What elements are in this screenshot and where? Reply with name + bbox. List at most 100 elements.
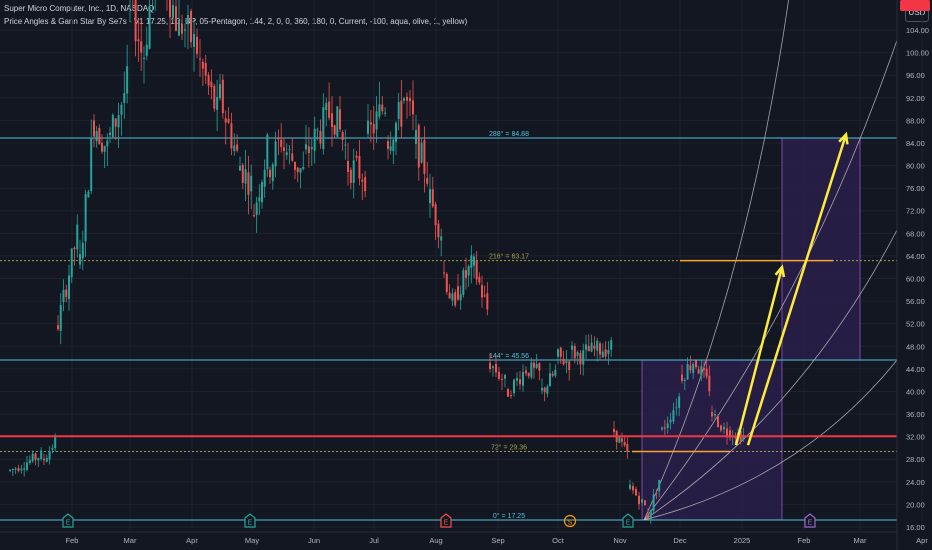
gann-fan-line <box>643 39 898 521</box>
candle-body <box>473 256 475 266</box>
angle-level-label: 288° = 84.88 <box>489 130 529 138</box>
candle-body <box>409 98 411 102</box>
price-tick-label: 36.00 <box>906 410 925 419</box>
candle-body <box>244 169 247 184</box>
candle-body <box>299 168 302 173</box>
candle-body <box>658 479 661 492</box>
projection-box <box>781 137 861 361</box>
candle-body <box>288 149 291 151</box>
candle-body <box>492 366 494 368</box>
price-tick-label: 84.00 <box>906 139 925 148</box>
marker-label: S <box>568 520 573 527</box>
candle-body <box>196 36 198 54</box>
candle-body <box>689 365 692 371</box>
time-tick-label: Sep <box>491 536 504 545</box>
candle-body <box>31 453 34 462</box>
marker-label: E <box>808 520 813 527</box>
candle-body <box>137 39 140 42</box>
candle-body <box>296 167 299 173</box>
candle-body <box>635 489 637 496</box>
marker-label: E <box>444 520 449 527</box>
candle-body <box>565 361 568 363</box>
candle-body <box>729 430 731 438</box>
candle-body <box>221 79 224 114</box>
price-tick-label: 88.00 <box>906 116 925 125</box>
candle-body <box>40 450 43 460</box>
candle-body <box>669 419 672 423</box>
candle-body <box>703 367 705 370</box>
candle-body <box>431 189 434 207</box>
candle-body <box>34 453 37 460</box>
candle-body <box>106 140 109 147</box>
earnings-marker[interactable]: E <box>440 513 452 528</box>
candle-body <box>134 0 137 42</box>
candle-body <box>451 293 454 301</box>
candle-body <box>95 131 98 142</box>
candle-body <box>57 325 59 330</box>
candle-body <box>316 129 319 131</box>
candle-body <box>443 272 445 274</box>
angle-level-label: 72° = 29.36 <box>491 444 527 452</box>
candle-body <box>397 102 400 119</box>
candle-body <box>277 137 280 140</box>
candle-body <box>604 349 607 357</box>
candle-body <box>76 224 79 250</box>
price-tick-label: 100.00 <box>906 49 929 58</box>
projection-box <box>641 359 783 521</box>
candle-body <box>705 368 708 377</box>
candle-body <box>501 378 503 380</box>
candle-body <box>459 294 462 301</box>
candle-body <box>582 350 585 365</box>
candle-body <box>513 379 515 394</box>
price-tick-label: 20.00 <box>906 500 925 509</box>
earnings-marker[interactable]: E <box>62 513 74 528</box>
candle-body <box>406 96 408 101</box>
candle-body <box>120 104 123 115</box>
candle-body <box>559 347 562 357</box>
candle-body <box>199 58 201 60</box>
projection-arrow <box>746 134 848 446</box>
candle-body <box>241 164 244 183</box>
candle-body <box>649 509 652 520</box>
candle-body <box>269 169 271 178</box>
marker-shape <box>622 513 634 528</box>
indicator-title[interactable]: Price Angles & Gann Star By Se7s - V1 17… <box>4 17 468 26</box>
candle-body <box>344 144 347 146</box>
earnings-marker[interactable]: E <box>804 513 816 528</box>
earnings-marker[interactable]: E <box>622 513 634 528</box>
candle-body <box>51 447 54 450</box>
candle-body <box>440 236 443 241</box>
price-tick-label: 28.00 <box>906 455 925 464</box>
candle-body <box>498 371 500 379</box>
marker-label: E <box>248 520 253 527</box>
candle-body <box>98 127 101 145</box>
candle-body <box>291 153 294 161</box>
candle-body <box>378 104 381 117</box>
candle-body <box>54 436 57 449</box>
gann-fan-line <box>643 359 898 521</box>
candle-body <box>483 295 486 297</box>
earnings-marker[interactable]: E <box>244 513 256 528</box>
candle-body <box>364 177 367 192</box>
candle-body <box>626 444 629 452</box>
candles <box>9 0 745 524</box>
candle-body <box>103 145 106 152</box>
split-marker[interactable]: S <box>563 514 577 528</box>
candle-body <box>527 372 530 377</box>
time-tick-label: Feb <box>66 536 79 545</box>
candle-body <box>140 41 143 53</box>
candle-body <box>467 266 470 276</box>
candle-body <box>213 85 216 109</box>
candle-body <box>638 495 640 505</box>
price-tick-label: 104.00 <box>906 26 929 35</box>
time-tick-label: Mar <box>854 536 867 545</box>
candle-body <box>708 375 711 392</box>
candle-body <box>70 248 73 278</box>
candle-body <box>426 177 429 184</box>
candle-body <box>355 155 358 158</box>
candle-body <box>65 289 68 297</box>
candle-body <box>294 161 296 170</box>
candle-body <box>681 374 683 381</box>
marker-shape <box>804 513 816 528</box>
